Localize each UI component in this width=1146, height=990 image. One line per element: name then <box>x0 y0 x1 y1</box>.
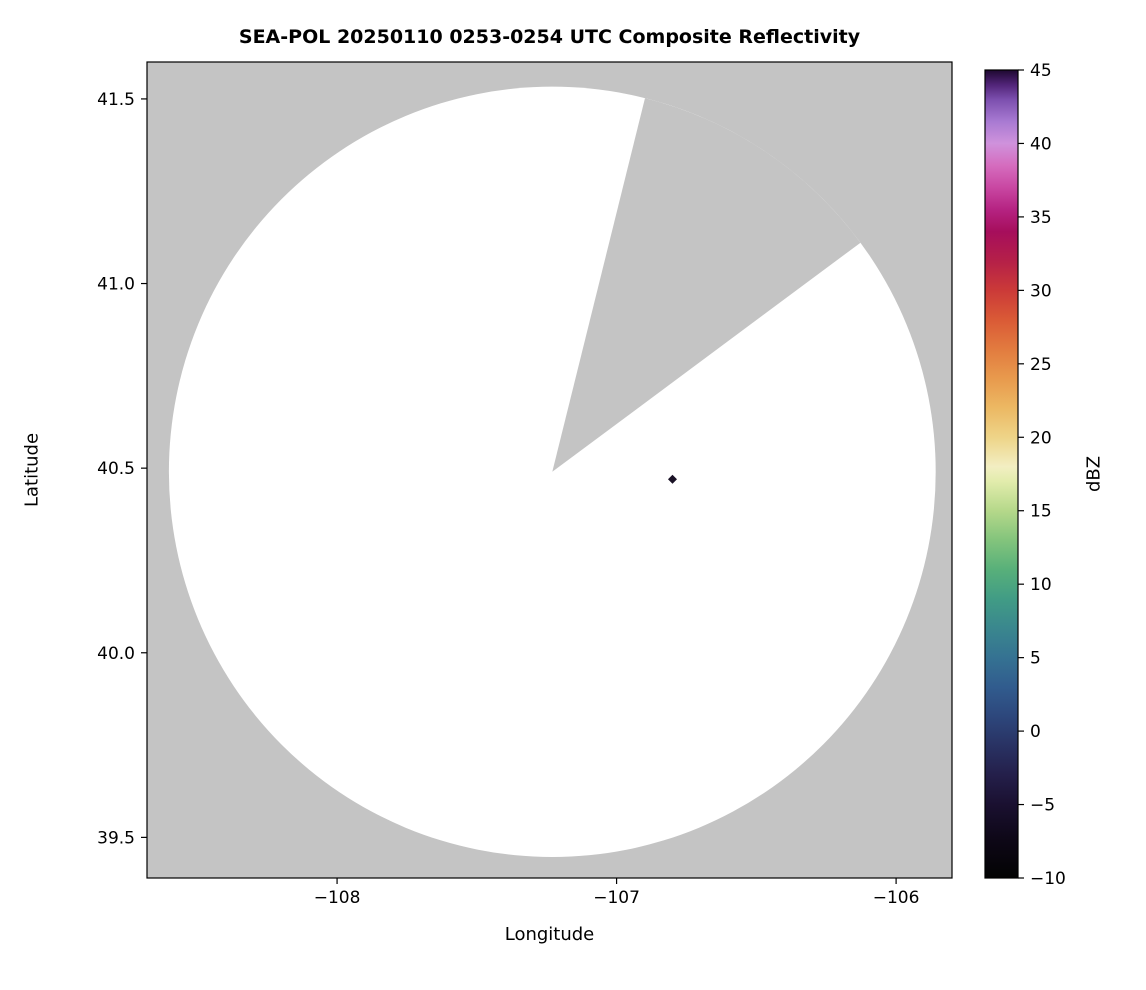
colorbar-tick-label: 5 <box>1030 649 1041 669</box>
colorbar-tick-label: 30 <box>1030 281 1052 301</box>
x-tick-label: −106 <box>873 888 920 908</box>
colorbar <box>985 70 1018 878</box>
y-tick-label: 40.0 <box>97 644 135 664</box>
chart-title: SEA-POL 20250110 0253-0254 UTC Composite… <box>238 26 861 48</box>
y-tick-label: 41.5 <box>97 90 135 110</box>
y-tick-label: 39.5 <box>97 828 135 848</box>
y-tick-label: 40.5 <box>97 459 135 479</box>
colorbar-frame <box>984 69 1019 879</box>
colorbar-tick-label: 25 <box>1030 355 1052 375</box>
colorbar-tick-label: 15 <box>1030 502 1052 522</box>
x-tick-label: −107 <box>593 888 640 908</box>
echo-marker <box>667 474 677 484</box>
colorbar-label: dBZ <box>1083 455 1105 493</box>
blocked-sector <box>552 98 861 472</box>
colorbar-tick-label: 35 <box>1030 208 1052 228</box>
plot-frame <box>146 61 953 879</box>
x-tick-label: −108 <box>314 888 361 908</box>
colorbar-tick-label: 40 <box>1030 134 1052 154</box>
x-axis-label: Longitude <box>504 924 595 945</box>
colorbar-tick-label: 0 <box>1030 722 1041 742</box>
colorbar-tick-label: −5 <box>1030 796 1055 816</box>
y-axis-label: Latitude <box>21 432 43 508</box>
colorbar-tick-label: 45 <box>1030 61 1052 81</box>
y-tick-label: 41.0 <box>97 275 135 295</box>
colorbar-tick-label: 20 <box>1030 428 1052 448</box>
colorbar-tick-label: 10 <box>1030 575 1052 595</box>
colorbar-tick-label: −10 <box>1030 869 1066 889</box>
